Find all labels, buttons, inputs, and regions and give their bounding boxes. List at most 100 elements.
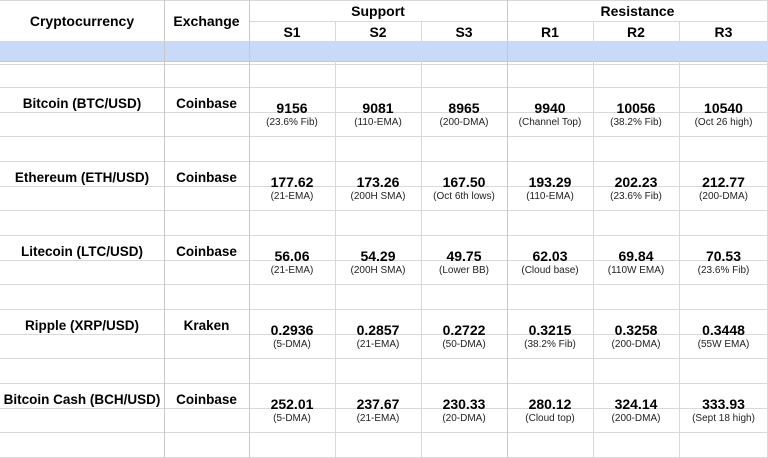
header-band [0, 41, 768, 62]
cell-r3[interactable]: 10540 (Oct 26 high) [679, 100, 768, 129]
level-note: (Oct 6th lows) [433, 191, 495, 202]
cell-s3[interactable]: 167.50 (Oct 6th lows) [421, 174, 507, 203]
grid-line [0, 64, 768, 65]
level-value: 202.23 [614, 174, 658, 190]
cell-r2[interactable]: 0.3258 (200-DMA) [593, 322, 679, 351]
level-value: 324.14 [614, 396, 658, 412]
level-note: (21-EMA) [270, 265, 314, 276]
cell-s2[interactable]: 0.2857 (21-EMA) [335, 322, 421, 351]
level-value: 177.62 [270, 174, 314, 190]
cell-s2[interactable]: 9081 (110-EMA) [335, 100, 421, 129]
cell-s3[interactable]: 0.2722 (50-DMA) [421, 322, 507, 351]
row-name-ethereum[interactable]: Ethereum (ETH/USD) [14, 170, 150, 185]
cell-s1[interactable]: 177.62 (21-EMA) [249, 174, 335, 203]
level-note: (Sept 18 high) [692, 413, 755, 424]
header-s3[interactable]: S3 [421, 22, 507, 42]
cell-r1[interactable]: 193.29 (110-EMA) [507, 174, 593, 203]
cell-s1[interactable]: 9156 (23.6% Fib) [249, 100, 335, 129]
cell-s2[interactable]: 237.67 (21-EMA) [335, 396, 421, 425]
level-note: (200-DMA) [611, 413, 661, 424]
header-label: S1 [283, 24, 301, 40]
header-exchange[interactable]: Exchange [164, 0, 249, 41]
level-value: 333.93 [702, 396, 745, 412]
level-note: (110W EMA) [607, 265, 665, 276]
row-exchange-ripple[interactable]: Kraken [183, 318, 230, 333]
level-value: 70.53 [705, 248, 742, 264]
cell-r1[interactable]: 0.3215 (38.2% Fib) [507, 322, 593, 351]
cell-r3[interactable]: 212.77 (200-DMA) [679, 174, 768, 203]
grid-line [0, 186, 768, 187]
level-note: (23.6% Fib) [610, 191, 662, 202]
cell-r2[interactable]: 10056 (38.2% Fib) [593, 100, 679, 129]
cell-s3[interactable]: 230.33 (20-DMA) [421, 396, 507, 425]
level-value: 0.3215 [528, 322, 572, 338]
grid-line [0, 408, 768, 409]
cell-s2[interactable]: 54.29 (200H SMA) [335, 248, 421, 277]
header-label: Exchange [173, 12, 240, 29]
level-note: (38.2% Fib) [524, 339, 576, 350]
cell-s1[interactable]: 56.06 (21-EMA) [249, 248, 335, 277]
grid-line [679, 21, 680, 458]
level-value: 10056 [616, 100, 656, 116]
header-label: S2 [369, 24, 387, 40]
header-cryptocurrency[interactable]: Cryptocurrency [0, 0, 164, 41]
grid-line [0, 161, 768, 162]
cell-s2[interactable]: 173.26 (200H SMA) [335, 174, 421, 203]
cell-r2[interactable]: 324.14 (200-DMA) [593, 396, 679, 425]
cell-r2[interactable]: 202.23 (23.6% Fib) [593, 174, 679, 203]
cell-r1[interactable]: 62.03 (Cloud base) [507, 248, 593, 277]
header-support[interactable]: Support [249, 0, 507, 22]
cell-r1[interactable]: 280.12 (Cloud top) [507, 396, 593, 425]
level-note: (Oct 26 high) [694, 117, 753, 128]
level-value: 9081 [362, 100, 394, 116]
grid-line [593, 21, 594, 458]
grid-line [0, 383, 768, 384]
level-note: (110-EMA) [526, 191, 574, 202]
level-value: 9156 [276, 100, 308, 116]
grid-line [421, 21, 422, 458]
header-label: Resistance [600, 3, 675, 19]
level-value: 56.06 [274, 248, 310, 264]
cell-r3[interactable]: 333.93 (Sept 18 high) [679, 396, 768, 425]
row-exchange-bitcoin-cash[interactable]: Coinbase [176, 392, 237, 407]
level-value: 0.3258 [614, 322, 658, 338]
cell-s1[interactable]: 252.01 (5-DMA) [249, 396, 335, 425]
level-value: 0.3448 [702, 322, 745, 338]
row-exchange-bitcoin[interactable]: Coinbase [176, 96, 237, 111]
header-resistance[interactable]: Resistance [507, 0, 768, 22]
header-r2[interactable]: R2 [593, 22, 679, 42]
header-s1[interactable]: S1 [249, 22, 335, 42]
row-name-bitcoin-cash[interactable]: Bitcoin Cash (BCH/USD) [3, 392, 161, 407]
row-name-litecoin[interactable]: Litecoin (LTC/USD) [21, 244, 143, 259]
row-name-ripple[interactable]: Ripple (XRP/USD) [24, 318, 139, 333]
level-note: (200-DMA) [699, 191, 748, 202]
level-note: (200H SMA) [350, 265, 406, 276]
grid-line [507, 0, 508, 458]
cell-s1[interactable]: 0.2936 (5-DMA) [249, 322, 335, 351]
cell-s3[interactable]: 8965 (200-DMA) [421, 100, 507, 129]
level-note: (38.2% Fib) [610, 117, 662, 128]
cell-r3[interactable]: 0.3448 (55W EMA) [679, 322, 768, 351]
level-note: (Channel Top) [518, 117, 582, 128]
row-name-bitcoin[interactable]: Bitcoin (BTC/USD) [22, 96, 142, 111]
cell-r1[interactable]: 9940 (Channel Top) [507, 100, 593, 129]
level-value: 0.2722 [442, 322, 486, 338]
level-value: 230.33 [442, 396, 486, 412]
header-r3[interactable]: R3 [679, 22, 768, 42]
row-exchange-ethereum[interactable]: Coinbase [176, 170, 237, 185]
grid-line [0, 210, 768, 211]
level-value: 69.84 [618, 248, 654, 264]
grid-line [0, 334, 768, 335]
level-note: (20-DMA) [442, 413, 486, 424]
level-note: (5-DMA) [273, 413, 311, 424]
cell-s3[interactable]: 49.75 (Lower BB) [421, 248, 507, 277]
header-s2[interactable]: S2 [335, 22, 421, 42]
row-exchange-litecoin[interactable]: Coinbase [176, 244, 237, 259]
cell-r3[interactable]: 70.53 (23.6% Fib) [679, 248, 768, 277]
cell-r2[interactable]: 69.84 (110W EMA) [593, 248, 679, 277]
grid-line [0, 309, 768, 310]
level-note: (23.6% Fib) [697, 265, 750, 276]
header-r1[interactable]: R1 [507, 22, 593, 42]
header-label: R1 [541, 24, 559, 40]
